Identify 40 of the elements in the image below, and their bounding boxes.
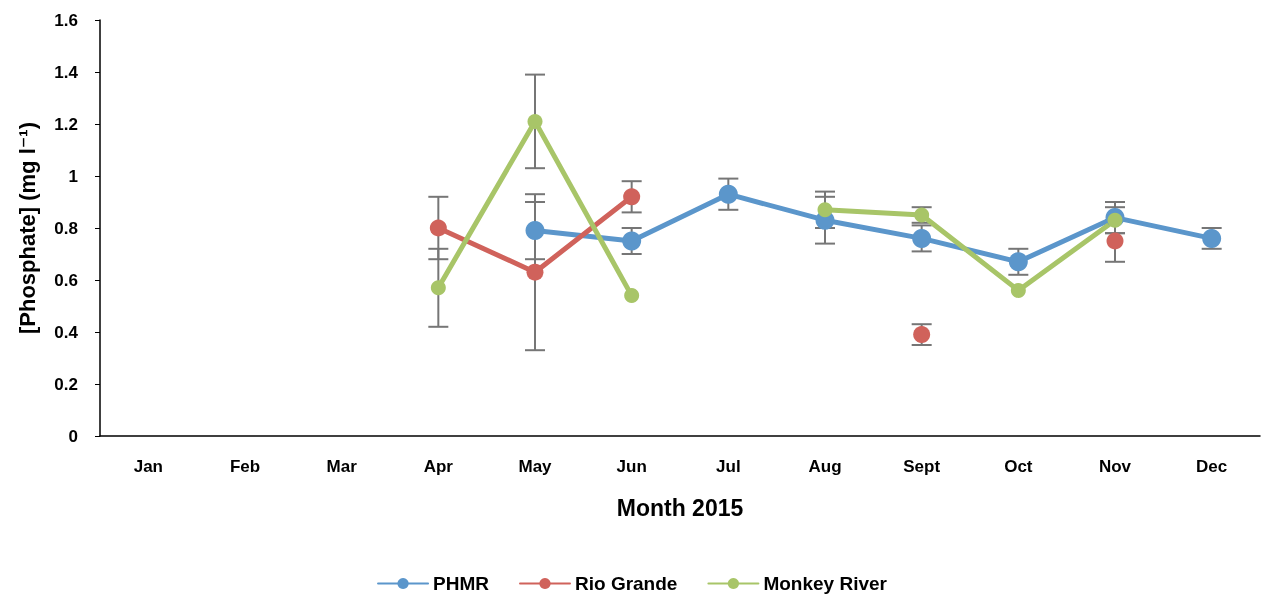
x-tick-label: Jan [133, 457, 163, 476]
x-tick-label: Aug [808, 457, 842, 476]
point [914, 207, 930, 223]
point [430, 280, 446, 296]
point [526, 263, 544, 281]
point [623, 188, 641, 206]
point [817, 202, 833, 218]
y-axis-title: [Phosphate] (mg l⁻¹) [14, 121, 40, 335]
x-tick-label: Apr [423, 457, 454, 476]
x-tick-label: Jun [616, 457, 647, 476]
x-tick-label: Nov [1098, 457, 1132, 476]
y-tick-label: 0.8 [54, 218, 78, 238]
x-tick-label: Jul [716, 457, 741, 476]
point [1010, 282, 1026, 298]
point [912, 228, 932, 248]
point [1106, 232, 1124, 250]
point [429, 219, 447, 237]
y-tick-label: 1.6 [54, 10, 78, 30]
legend-label: Monkey River [763, 573, 888, 594]
point [624, 288, 640, 304]
y-tick-label: 0.4 [54, 322, 79, 342]
point [1008, 252, 1028, 272]
x-axis-title: Month 2015 [616, 494, 744, 521]
point [525, 221, 545, 241]
x-tick-label: Mar [326, 457, 358, 476]
y-tick-label: 1.2 [54, 114, 78, 134]
y-tick-label: 0 [68, 426, 78, 446]
legend-label: Rio Grande [575, 573, 678, 594]
y-tick-label: 1 [68, 166, 78, 186]
y-tick-label: 0.6 [54, 270, 78, 290]
point [718, 184, 738, 204]
x-tick-label: Sept [903, 457, 941, 476]
x-tick-label: Oct [1004, 457, 1033, 476]
y-tick-label: 0.2 [54, 374, 78, 394]
legend-label: PHMR [433, 573, 490, 594]
x-tick-label: May [518, 457, 553, 476]
x-tick-label: Feb [229, 457, 261, 476]
x-tick-label: Dec [1196, 457, 1228, 476]
y-tick-label: 1.4 [54, 62, 79, 82]
point [527, 113, 543, 129]
